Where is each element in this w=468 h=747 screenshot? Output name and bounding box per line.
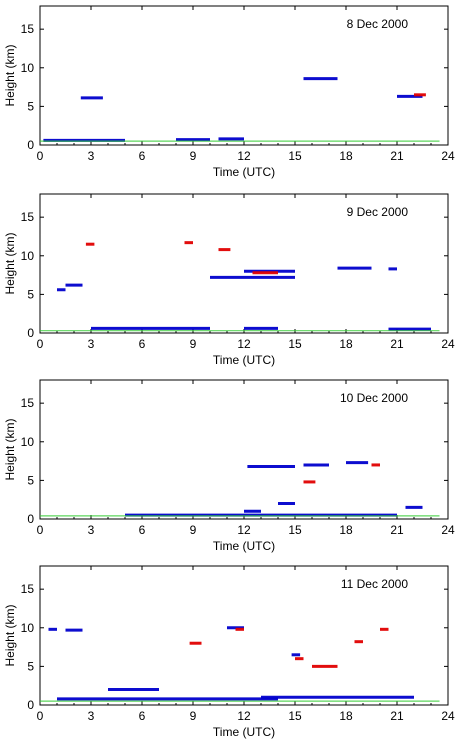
y-tick-label: 5 [27, 99, 34, 113]
y-tick-label: 10 [21, 249, 35, 263]
x-tick-label: 24 [441, 149, 455, 163]
x-tick-label: 24 [441, 523, 455, 537]
y-tick-label: 5 [27, 659, 34, 673]
plot-frame [39, 565, 449, 706]
x-tick-label: 9 [190, 523, 197, 537]
x-tick-label: 12 [237, 523, 251, 537]
y-tick-label: 0 [27, 326, 34, 340]
x-tick-label: 0 [37, 523, 44, 537]
x-tick-label: 24 [441, 337, 455, 351]
y-axis-label: Height (km) [3, 418, 17, 480]
x-tick-label: 15 [288, 337, 302, 351]
x-tick-label: 6 [139, 709, 146, 723]
x-tick-label: 9 [190, 149, 197, 163]
panel-title: 9 Dec 2000 [347, 205, 409, 219]
plot-frame [39, 5, 449, 146]
x-tick-label: 21 [390, 149, 404, 163]
y-tick-label: 10 [21, 621, 35, 635]
y-tick-label: 10 [21, 435, 35, 449]
x-axis-label: Time (UTC) [213, 539, 275, 553]
panel-title: 10 Dec 2000 [340, 391, 408, 405]
x-tick-label: 3 [88, 709, 95, 723]
x-tick-label: 3 [88, 523, 95, 537]
x-tick-label: 24 [441, 709, 455, 723]
x-tick-label: 21 [390, 709, 404, 723]
x-tick-label: 9 [190, 337, 197, 351]
x-tick-label: 12 [237, 709, 251, 723]
y-tick-label: 15 [21, 22, 35, 36]
x-tick-label: 0 [37, 337, 44, 351]
y-axis-label: Height (km) [3, 44, 17, 106]
x-axis-label: Time (UTC) [213, 165, 275, 179]
x-tick-label: 15 [288, 523, 302, 537]
x-tick-label: 18 [339, 149, 353, 163]
panel-title: 11 Dec 2000 [341, 577, 408, 591]
y-axis-label: Height (km) [3, 604, 17, 666]
panel-title: 8 Dec 2000 [347, 17, 409, 31]
x-tick-label: 21 [390, 337, 404, 351]
y-tick-label: 5 [27, 287, 34, 301]
x-tick-label: 12 [237, 149, 251, 163]
x-tick-label: 0 [37, 149, 44, 163]
x-tick-label: 3 [88, 337, 95, 351]
x-tick-label: 9 [190, 709, 197, 723]
y-tick-label: 0 [27, 698, 34, 712]
y-tick-label: 15 [21, 210, 35, 224]
y-tick-label: 0 [27, 138, 34, 152]
y-tick-label: 15 [21, 582, 35, 596]
y-tick-label: 0 [27, 512, 34, 526]
y-tick-label: 10 [21, 61, 35, 75]
x-tick-label: 15 [288, 709, 302, 723]
x-tick-label: 3 [88, 149, 95, 163]
x-axis-label: Time (UTC) [213, 353, 275, 367]
x-tick-label: 18 [339, 709, 353, 723]
y-tick-label: 15 [21, 396, 35, 410]
plot-frame [39, 379, 449, 520]
x-tick-label: 21 [390, 523, 404, 537]
x-tick-label: 12 [237, 337, 251, 351]
x-tick-label: 0 [37, 709, 44, 723]
x-tick-label: 18 [339, 337, 353, 351]
plot-frame [39, 193, 449, 334]
y-axis-label: Height (km) [3, 232, 17, 294]
y-tick-label: 5 [27, 473, 34, 487]
x-tick-label: 18 [339, 523, 353, 537]
x-tick-label: 15 [288, 149, 302, 163]
x-axis-label: Time (UTC) [213, 725, 275, 739]
x-tick-label: 6 [139, 523, 146, 537]
x-tick-label: 6 [139, 149, 146, 163]
x-tick-label: 6 [139, 337, 146, 351]
